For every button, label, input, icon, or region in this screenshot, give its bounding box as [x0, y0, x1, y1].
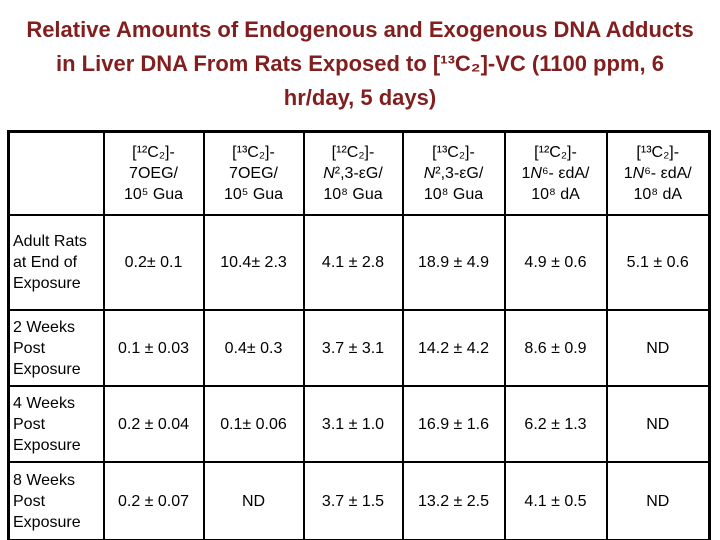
column-header-13c2-1n6eda: [¹³C₂]- 1N⁶- εdA/ 10⁸ dA: [605, 130, 711, 216]
header-row: [¹²C₂]- 7OEG/ 10⁵ Gua [¹³C₂]- 7OEG/ 10⁵ …: [7, 130, 711, 216]
table-cell: 0.4± 0.3: [202, 309, 305, 387]
slide-title-line-2: in Liver DNA From Rats Exposed to [¹³C₂]…: [56, 51, 664, 76]
table-cell: 0.1± 0.06: [202, 385, 305, 463]
table-row-4-weeks-post: 4 Weeks Post Exposure 0.2 ± 0.04 0.1± 0.…: [7, 385, 711, 463]
table-cell: 14.2 ± 4.2: [401, 309, 506, 387]
table-row-adult-end-of-exposure: Adult Rats at End of Exposure 0.2± 0.1 1…: [7, 214, 711, 311]
table-cell: 13.2 ± 2.5: [401, 461, 506, 540]
table-cell: ND: [605, 309, 711, 387]
table-cell: 10.4± 2.3: [202, 214, 305, 311]
table-cell: 4.1 ± 2.8: [302, 214, 404, 311]
column-header-12c2-n23eg: [¹²C₂]- N²,3-εG/ 10⁸ Gua: [302, 130, 404, 216]
table-cell: 0.1 ± 0.03: [102, 309, 205, 387]
table-row-8-weeks-post: 8 Weeks Post Exposure 0.2 ± 0.07 ND 3.7 …: [7, 461, 711, 540]
table-cell: 3.7 ± 3.1: [302, 309, 404, 387]
slide-title-line-1: Relative Amounts of Endogenous and Exoge…: [26, 17, 694, 42]
table-row-2-weeks-post: 2 Weeks Post Exposure 0.1 ± 0.03 0.4± 0.…: [7, 309, 711, 387]
table-cell: 0.2 ± 0.04: [102, 385, 205, 463]
table-cell: 8.6 ± 0.9: [503, 309, 608, 387]
column-header-12c2-1n6eda: [¹²C₂]- 1N⁶- εdA/ 10⁸ dA: [503, 130, 608, 216]
table-cell: ND: [605, 385, 711, 463]
table-cell: ND: [605, 461, 711, 540]
row-label: Adult Rats at End of Exposure: [7, 214, 105, 311]
table-cell: 4.1 ± 0.5: [503, 461, 608, 540]
row-label: 8 Weeks Post Exposure: [7, 461, 105, 540]
table-cell: 3.7 ± 1.5: [302, 461, 404, 540]
table-cell: 4.9 ± 0.6: [503, 214, 608, 311]
adducts-table: [¹²C₂]- 7OEG/ 10⁵ Gua [¹³C₂]- 7OEG/ 10⁵ …: [7, 130, 711, 540]
table-cell: 3.1 ± 1.0: [302, 385, 404, 463]
row-label: 4 Weeks Post Exposure: [7, 385, 105, 463]
table-cell: 18.9 ± 4.9: [401, 214, 506, 311]
row-label: 2 Weeks Post Exposure: [7, 309, 105, 387]
table-cell: 5.1 ± 0.6: [605, 214, 711, 311]
table-cell: ND: [202, 461, 305, 540]
column-header-13c2-7oeg: [¹³C₂]- 7OEG/ 10⁵ Gua: [202, 130, 305, 216]
slide-title-line-3: hr/day, 5 days): [283, 85, 437, 110]
column-header-12c2-7oeg: [¹²C₂]- 7OEG/ 10⁵ Gua: [102, 130, 205, 216]
corner-cell: [7, 130, 105, 216]
table-cell: 0.2 ± 0.07: [102, 461, 205, 540]
slide-title: Relative Amounts of Endogenous and Exoge…: [10, 13, 710, 115]
table-cell: 0.2± 0.1: [102, 214, 205, 311]
column-header-13c2-n23eg: [¹³C₂]- N²,3-εG/ 10⁸ Gua: [401, 130, 506, 216]
table-cell: 16.9 ± 1.6: [401, 385, 506, 463]
table-cell: 6.2 ± 1.3: [503, 385, 608, 463]
